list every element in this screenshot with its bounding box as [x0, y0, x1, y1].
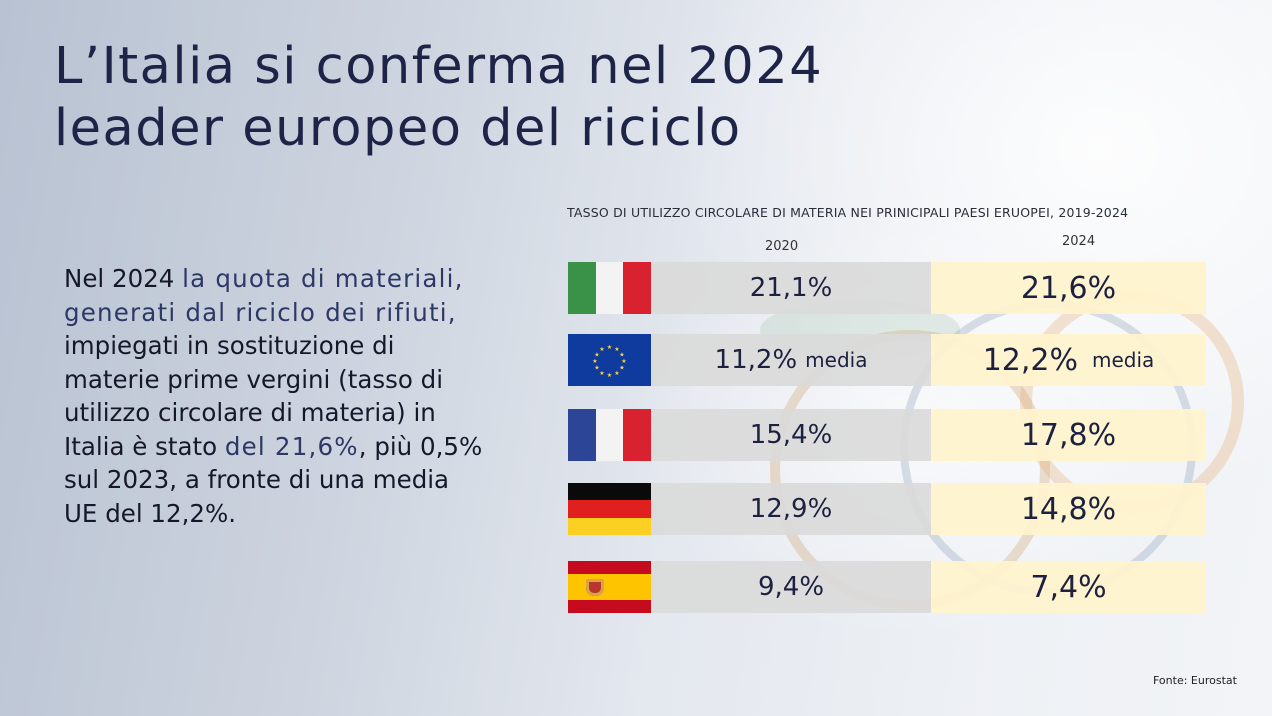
body-text-segment: impiegati in sostituzione di materie pri…	[64, 331, 443, 461]
value-2024-text: 14,8%	[1020, 491, 1117, 527]
value-2020-text: 11,2%	[714, 345, 798, 375]
value-2020-text: 21,1%	[749, 273, 833, 303]
value-2020-text: 15,4%	[749, 420, 833, 450]
value-2024-text: 17,8%	[1020, 417, 1117, 453]
value-2024: 7,4%	[931, 561, 1206, 613]
value-2024: 12,2% media	[931, 334, 1206, 386]
italy-flag-icon	[568, 262, 651, 314]
svg-text:★: ★	[614, 346, 619, 353]
background-decoration	[1020, 290, 1244, 514]
value-2024: 21,6%	[931, 262, 1206, 314]
svg-text:★: ★	[619, 365, 624, 372]
svg-text:★: ★	[599, 370, 604, 377]
slide-title-line-1: L’Italia si conferma nel 2024	[54, 37, 824, 96]
value-2024: 17,8%	[931, 409, 1206, 461]
body-text-highlight: del 21,6%	[224, 431, 359, 461]
value-2024-text: 21,6%	[1020, 270, 1117, 306]
svg-text:★: ★	[592, 358, 597, 365]
svg-text:★: ★	[599, 346, 604, 353]
chart-title: TASSO DI UTILIZZO CIRCOLARE DI MATERIA N…	[567, 205, 1129, 220]
svg-text:★: ★	[594, 365, 599, 372]
value-2024-text: 7,4%	[1030, 569, 1107, 605]
body-paragraph: Nel 2024 la quota di materiali, generati…	[64, 262, 484, 530]
value-2020: 12,9%	[651, 483, 931, 535]
svg-text:★: ★	[607, 344, 612, 351]
body-text-segment: , più 0,5% sul 2023, a fronte di una med…	[64, 431, 483, 528]
source-note: Fonte: Eurostat	[1153, 674, 1237, 687]
column-header-2020: 2020	[765, 239, 799, 254]
table-row-france: 15,4% 17,8%	[568, 409, 1206, 461]
table-row-spain: 9,4% 7,4%	[568, 561, 1206, 613]
column-header-2024: 2024	[1062, 234, 1096, 249]
body-text-highlight: la quota di materiali, generati dal rici…	[64, 264, 464, 327]
table-row-eu: ★ ★ ★ ★ ★ ★ ★ ★ ★ ★ ★ ★ 11,2% media 12,2% media	[568, 334, 1206, 386]
value-2024: 14,8%	[931, 483, 1206, 535]
value-2020: 9,4%	[651, 561, 931, 613]
media-label: media	[1092, 348, 1155, 372]
svg-text:★: ★	[614, 370, 619, 377]
eu-flag-icon: ★ ★ ★ ★ ★ ★ ★ ★ ★ ★ ★ ★	[568, 334, 651, 386]
body-text-segment: Nel 2024	[64, 264, 183, 293]
table-row-italy: 21,1% 21,6%	[568, 262, 1206, 314]
svg-text:★: ★	[594, 352, 599, 359]
value-2020-text: 12,9%	[749, 494, 833, 524]
coat-of-arms-icon	[586, 579, 604, 596]
slide-title-line-2: leader europeo del riciclo	[54, 99, 742, 158]
value-2020: 21,1%	[651, 262, 931, 314]
value-2024-text: 12,2%	[982, 342, 1078, 378]
media-label: media	[805, 348, 868, 372]
svg-text:★: ★	[621, 358, 626, 365]
table-row-germany: 12,9% 14,8%	[568, 483, 1206, 535]
france-flag-icon	[568, 409, 651, 461]
value-2020: 11,2% media	[651, 334, 931, 386]
spain-flag-icon	[568, 561, 651, 613]
germany-flag-icon	[568, 483, 651, 535]
svg-text:★: ★	[607, 372, 612, 379]
value-2020-text: 9,4%	[757, 572, 825, 602]
value-2020: 15,4%	[651, 409, 931, 461]
slide-title: L’Italia si conferma nel 2024 leader eur…	[54, 36, 823, 160]
svg-text:★: ★	[619, 352, 624, 359]
